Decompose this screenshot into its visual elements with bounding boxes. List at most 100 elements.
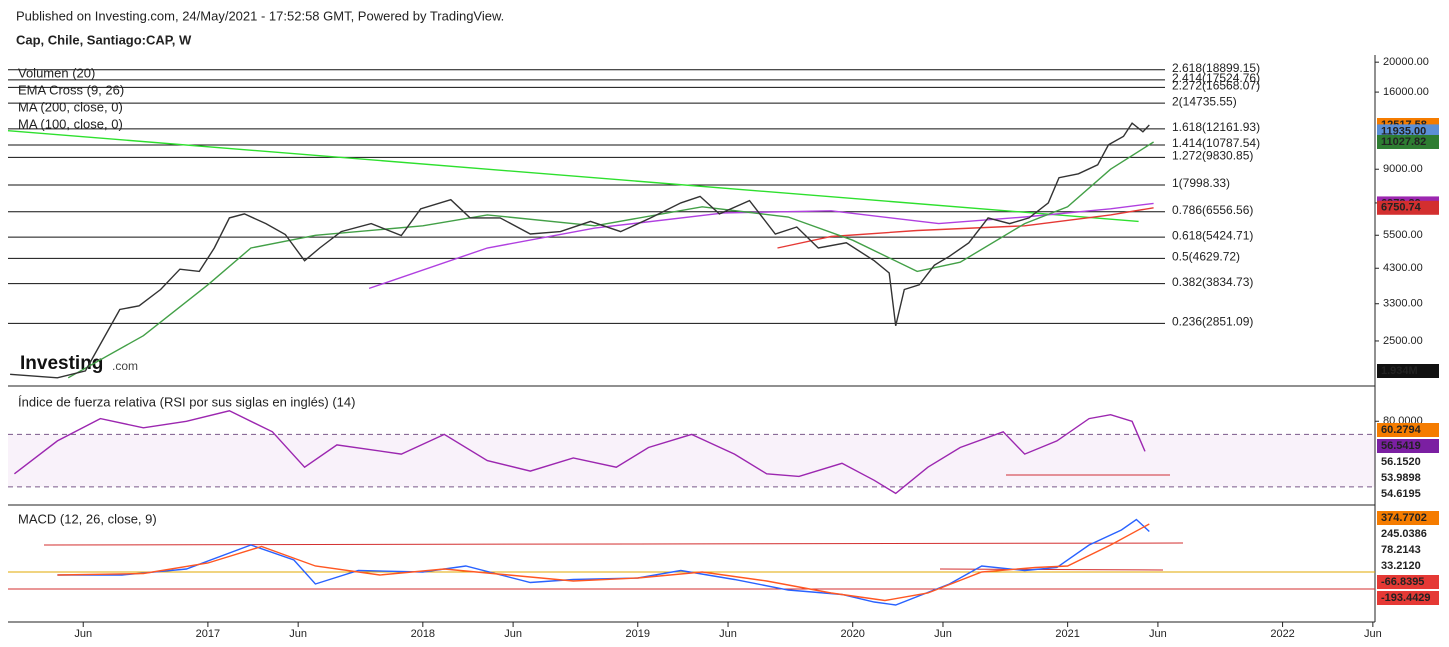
y-tick-label: 5500.00	[1383, 229, 1423, 241]
indicator-legend: MA (100, close, 0)	[18, 116, 123, 131]
logo: Investing	[20, 353, 103, 374]
fib-level-label: 1(7998.33)	[1172, 176, 1230, 190]
x-tick-label: Jun	[1364, 628, 1382, 640]
price-tag-box	[1377, 439, 1439, 453]
symbol-title: Cap, Chile, Santiago:CAP, W	[16, 32, 192, 47]
fib-level-label: 0.382(3834.73)	[1172, 275, 1253, 289]
fib-level-label: 2.618(18899.15)	[1172, 61, 1260, 75]
price-tag-label: 56.1520	[1381, 456, 1421, 468]
price-tag: 11935.00	[1377, 124, 1439, 139]
pane-title: MACD (12, 26, close, 9)	[18, 511, 157, 526]
price-tag: 6750.74	[1377, 200, 1439, 215]
price-tag-label: 11027.82	[1381, 136, 1426, 148]
price-tag-box	[1377, 364, 1439, 378]
y-tick-label: 16000.00	[1383, 86, 1429, 98]
price-tag-label: 1.934M	[1381, 365, 1418, 377]
price-tag: 56.1520	[1377, 455, 1439, 469]
price-tag-box	[1377, 124, 1439, 139]
x-tick-label: 2017	[196, 628, 220, 640]
price-tag: -193.4429	[1377, 591, 1439, 605]
price-tag-label: 78.2143	[1381, 544, 1421, 556]
price-tag-box	[1377, 511, 1439, 525]
series-line	[13, 410, 1146, 495]
price-tag-label: -66.8395	[1381, 576, 1424, 588]
price-tag-label: 6750.74	[1381, 202, 1422, 214]
price-tag: 54.6195	[1377, 487, 1439, 501]
x-tick-label: 2020	[840, 628, 864, 640]
fib-level-label: 2(14735.55)	[1172, 94, 1237, 108]
price-tag-box	[1377, 471, 1439, 485]
price-tag-box	[1377, 527, 1439, 541]
price-tag-label: 60.2794	[1381, 424, 1422, 436]
price-tag: 11027.82	[1377, 134, 1439, 149]
price-tag-box	[1377, 134, 1439, 149]
price-tag-box	[1377, 591, 1439, 605]
price-tag: 60.2794	[1377, 423, 1439, 437]
fib-level-label: 1.272(9830.85)	[1172, 149, 1253, 163]
x-tick-label: 2022	[1270, 628, 1294, 640]
x-tick-label: 2019	[626, 628, 650, 640]
price-tag-box	[1377, 487, 1439, 501]
indicator-legend: EMA Cross (9, 26)	[18, 82, 124, 97]
price-tag-label: 33.2120	[1381, 560, 1421, 572]
price-tag-label: 56.5419	[1381, 440, 1421, 452]
price-tag-label: 53.9898	[1381, 472, 1421, 484]
fib-level-label: 1.618(12161.93)	[1172, 120, 1260, 134]
series-line	[7, 130, 1139, 223]
price-tag-label: 54.6195	[1381, 488, 1421, 500]
y-tick-label: 9000.00	[1383, 163, 1423, 175]
published-note: Published on Investing.com, 24/May/2021 …	[16, 8, 504, 23]
y-tick-label: 4300.00	[1383, 262, 1423, 274]
series-line	[777, 207, 1154, 249]
fib-level-label: 0.786(6556.56)	[1172, 203, 1253, 217]
rsi-band	[8, 434, 1375, 487]
price-tag: -66.8395	[1377, 575, 1439, 589]
price-tag: 245.0386	[1377, 527, 1439, 541]
fib-level-label: 0.618(5424.71)	[1172, 228, 1253, 242]
logo-suffix: .com	[112, 359, 138, 373]
y-tick-label: 2500.00	[1383, 335, 1423, 347]
price-tag: 33.2120	[1377, 559, 1439, 573]
indicator-legend: MA (200, close, 0)	[18, 99, 123, 114]
price-tag: 1.934M	[1377, 364, 1439, 378]
series-line	[57, 523, 1150, 602]
fib-level-label: 0.5(4629.72)	[1172, 250, 1240, 264]
series-line	[67, 141, 1154, 379]
x-tick-label: 2018	[411, 628, 435, 640]
fib-level-label: 0.236(2851.09)	[1172, 315, 1253, 329]
fib-level-label: 1.414(10787.54)	[1172, 136, 1260, 150]
price-tag-box	[1377, 455, 1439, 469]
price-tag-box	[1377, 423, 1439, 437]
series-line	[368, 202, 1154, 290]
price-tag-box	[1377, 575, 1439, 589]
pane-title: Índice de fuerza relativa (RSI por sus s…	[18, 394, 355, 409]
fib-level-label: 2.414(17524.76)	[1172, 71, 1260, 85]
x-tick-label: Jun	[719, 628, 737, 640]
price-tag-box	[1377, 200, 1439, 215]
x-tick-label: Jun	[74, 628, 92, 640]
price-tag: 374.7702	[1377, 511, 1439, 525]
y-tick-label: 20000.00	[1383, 56, 1429, 68]
y-tick-label: 3300.00	[1383, 298, 1423, 310]
x-tick-label: Jun	[289, 628, 307, 640]
price-tag-label: -193.4429	[1381, 592, 1431, 604]
x-tick-label: Jun	[1149, 628, 1167, 640]
price-tag-label: 374.7702	[1381, 512, 1427, 524]
price-tag-box	[1377, 543, 1439, 557]
price-tag: 53.9898	[1377, 471, 1439, 485]
price-tag-label: 11935.00	[1381, 125, 1426, 137]
x-tick-label: Jun	[504, 628, 522, 640]
series-line	[10, 122, 1150, 379]
price-tag-box	[1377, 559, 1439, 573]
annotation-line	[43, 542, 1184, 546]
price-tag-label: 245.0386	[1381, 528, 1427, 540]
x-tick-label: 2021	[1055, 628, 1079, 640]
series-line	[57, 518, 1150, 606]
indicator-legend: Volumen (20)	[18, 65, 95, 80]
price-tag: 78.2143	[1377, 543, 1439, 557]
price-tag: 56.5419	[1377, 439, 1439, 453]
fib-level-label: 2.272(16568.07)	[1172, 79, 1260, 93]
x-tick-label: Jun	[934, 628, 952, 640]
